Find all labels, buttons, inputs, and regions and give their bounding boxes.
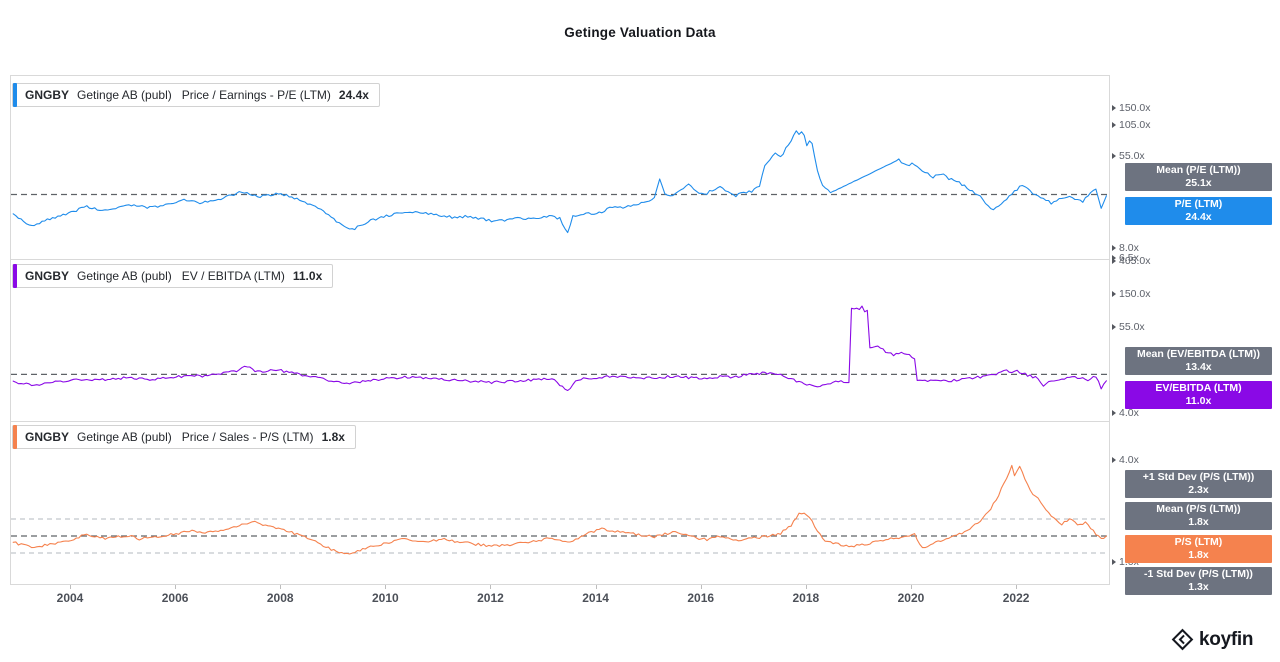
metric-value: 1.8x (321, 430, 345, 444)
x-axis-tick (70, 585, 71, 589)
x-axis-tick (595, 585, 597, 589)
x-axis-tick (490, 585, 492, 589)
y-axis-tick-label: 8.0x (1112, 242, 1139, 254)
x-axis-tick (1016, 585, 1018, 589)
y-axis-tick-label: 405.0x (1112, 255, 1151, 267)
koyfin-brand-text: koyfin (1199, 628, 1254, 650)
ps-minus1-stddev-badge: -1 Std Dev (P/S (LTM)) 1.3x (1125, 567, 1272, 595)
mean-ps-badge: Mean (P/S (LTM)) 1.8x (1125, 502, 1272, 530)
y-axis-tick-label: 55.0x (1112, 150, 1145, 162)
tick-arrow-icon (1112, 457, 1116, 464)
x-axis-label: 2014 (582, 591, 609, 605)
tick-arrow-icon (1112, 324, 1116, 330)
tick-arrow-icon (1112, 410, 1116, 417)
panel-divider (11, 421, 1109, 422)
pe-current-badge: P/E (LTM) 24.4x (1125, 197, 1272, 225)
x-axis-tick (175, 585, 177, 589)
tick-arrow-icon (1112, 122, 1116, 129)
ticker-label: GNGBY (25, 88, 70, 102)
x-axis-tick (280, 585, 282, 589)
chart-frame (10, 75, 1110, 585)
metric-label: EV / EBITDA (LTM) (181, 269, 285, 283)
y-axis-tick-label: 150.0x (1112, 288, 1151, 300)
metric-label: Price / Sales - P/S (LTM) (181, 430, 314, 444)
y-axis-tick-label: 6.5x (1112, 252, 1139, 264)
tick-arrow-icon (1112, 255, 1116, 262)
x-axis-label: 2006 (161, 591, 189, 605)
y-axis-tick-label: 105.0x (1112, 119, 1151, 131)
tick-arrow-icon (1112, 105, 1116, 112)
metric-label: Price / Earnings - P/E (LTM) (181, 88, 331, 102)
x-axis-label: 2004 (56, 591, 84, 605)
tick-arrow-icon (1112, 291, 1116, 298)
x-axis-label: 2016 (687, 591, 715, 605)
x-axis-label: 2020 (897, 591, 925, 605)
x-axis-tick (910, 585, 912, 589)
x-axis-tick (385, 585, 387, 589)
x-axis-label: 2012 (477, 591, 504, 605)
mean-ev-ebitda-badge: Mean (EV/EBITDA (LTM)) 13.4x (1125, 347, 1272, 375)
x-axis-tick (700, 585, 702, 589)
company-label: Getinge AB (publ) (77, 430, 172, 444)
ev-ebitda-series-color-bar (13, 264, 17, 288)
x-axis-label: 2022 (1002, 591, 1030, 605)
tick-arrow-icon (1112, 258, 1116, 265)
tick-arrow-icon (1112, 245, 1116, 252)
y-axis-tick-label: 4.0x (1112, 454, 1139, 466)
x-axis-label: 2008 (266, 591, 294, 605)
ps-current-badge: P/S (LTM) 1.8x (1125, 535, 1272, 563)
ev-ebitda-legend[interactable]: GNGBY Getinge AB (publ) EV / EBITDA (LTM… (12, 264, 334, 288)
metric-value: 11.0x (292, 269, 323, 283)
koyfin-logo-icon (1171, 628, 1194, 651)
ticker-label: GNGBY (25, 269, 70, 283)
ps-legend[interactable]: GNGBY Getinge AB (publ) Price / Sales - … (12, 425, 356, 449)
x-axis-label: 2018 (792, 591, 820, 605)
page-title: Getinge Valuation Data (564, 25, 716, 40)
pe-chart-canvas[interactable] (11, 76, 1110, 259)
ps-plus1-stddev-badge: +1 Std Dev (P/S (LTM)) 2.3x (1125, 470, 1272, 498)
company-label: Getinge AB (publ) (77, 269, 172, 283)
pe-legend[interactable]: GNGBY Getinge AB (publ) Price / Earnings… (12, 83, 380, 107)
tick-arrow-icon (1112, 153, 1116, 159)
koyfin-watermark: koyfin (1171, 628, 1253, 651)
x-axis-label: 2010 (372, 591, 399, 605)
ev-ebitda-current-badge: EV/EBITDA (LTM) 11.0x (1125, 381, 1272, 409)
y-axis-tick-label: 4.0x (1112, 407, 1139, 419)
y-axis-tick-label: 55.0x (1112, 321, 1145, 333)
company-label: Getinge AB (publ) (77, 88, 172, 102)
tick-arrow-icon (1112, 559, 1116, 566)
ticker-label: GNGBY (25, 430, 70, 444)
y-axis-tick-label: 150.0x (1112, 102, 1151, 114)
pe-series-color-bar (13, 83, 17, 107)
ev-ebitda-chart-canvas[interactable] (11, 259, 1110, 421)
x-axis-tick (805, 585, 807, 589)
panel-divider (11, 259, 1109, 260)
mean-pe-badge: Mean (P/E (LTM)) 25.1x (1125, 163, 1272, 191)
ps-series-color-bar (13, 425, 17, 449)
ps-chart-canvas[interactable] (11, 421, 1110, 585)
metric-value: 24.4x (338, 88, 369, 102)
